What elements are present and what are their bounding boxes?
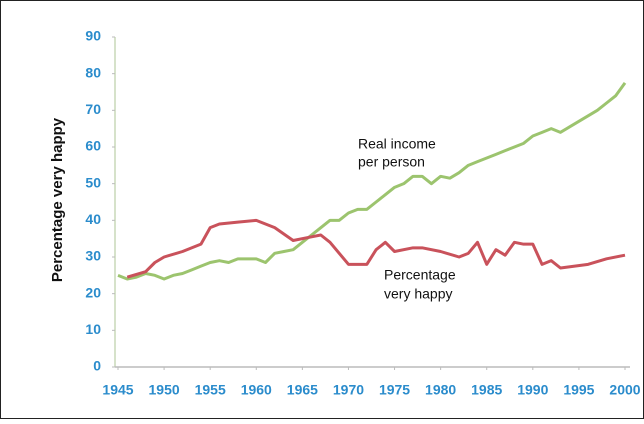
y-tick-label: 80	[85, 64, 101, 80]
x-tick-label: 1975	[379, 382, 410, 398]
x-tick-label: 2000	[609, 382, 640, 398]
x-tick-label: 1995	[563, 382, 594, 398]
x-tick-label: 1990	[517, 382, 548, 398]
y-tick-label: 40	[85, 211, 101, 227]
x-tick-label: 1980	[425, 382, 456, 398]
annotation: Percentage	[384, 267, 456, 283]
y-tick-label: 90	[85, 28, 101, 44]
y-axis-label: Percentage very happy	[49, 117, 66, 282]
y-tick-label: 70	[85, 101, 101, 117]
annotation: Real income	[358, 136, 436, 152]
x-tick-label: 1955	[195, 382, 226, 398]
y-tick-label: 20	[85, 284, 101, 300]
x-tick-label: 1950	[149, 382, 180, 398]
x-tick-label: 1945	[102, 382, 133, 398]
x-tick-label: 1965	[287, 382, 318, 398]
y-tick-label: 30	[85, 248, 101, 264]
line	[126, 218, 626, 279]
y-tick-label: 60	[85, 138, 101, 154]
y-tick-label: 10	[85, 321, 101, 337]
annotation: very happy	[384, 286, 452, 302]
x-tick-label: 1985	[471, 382, 502, 398]
y-tick-label: 50	[85, 174, 101, 190]
annotation: per person	[358, 154, 425, 170]
y-tick-label: 0	[93, 358, 101, 374]
line	[117, 81, 627, 281]
x-tick-label: 1970	[333, 382, 364, 398]
x-tick-label: 1960	[241, 382, 272, 398]
